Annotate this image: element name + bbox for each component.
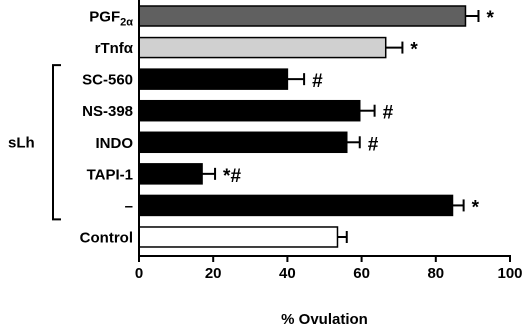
x-tick-label: 40 <box>279 265 296 282</box>
category-label: PGF2α <box>89 9 133 29</box>
significance-marker: # <box>368 134 379 155</box>
category-label: Control <box>80 229 133 246</box>
x-axis-title: % Ovulation <box>281 311 368 328</box>
x-tick-label: 100 <box>497 265 522 282</box>
bar <box>138 131 348 154</box>
significance-marker: *# <box>223 166 241 187</box>
category-label: SC-560 <box>82 72 133 89</box>
bar <box>138 68 289 90</box>
significance-marker: * <box>486 8 494 29</box>
x-tick-label: 80 <box>427 265 444 282</box>
group-label: sLh <box>8 134 35 151</box>
category-label: TAPI-1 <box>87 166 133 183</box>
bar <box>138 5 467 27</box>
category-labels: PGF2α rTnfα SC-560 NS-398 INDO TAPI-1 – Control <box>80 9 134 247</box>
bar <box>138 163 203 185</box>
bars-layer: **###*#* <box>138 5 494 248</box>
group-bracket-line <box>52 64 61 221</box>
x-tick-label: 20 <box>205 265 222 282</box>
significance-marker: * <box>410 40 418 61</box>
category-label: rTnfα <box>95 40 134 57</box>
significance-marker: # <box>312 71 323 92</box>
bar <box>138 194 454 217</box>
bar <box>138 99 361 122</box>
category-label: – <box>125 198 133 215</box>
bar <box>138 226 339 248</box>
bar <box>138 36 387 59</box>
x-tick-label: 0 <box>135 265 143 282</box>
significance-marker: * <box>472 197 480 218</box>
x-axis: 0 20 40 60 80 100 <box>135 0 523 282</box>
x-tick-label: 60 <box>353 265 370 282</box>
category-label: NS-398 <box>82 103 133 120</box>
category-label: INDO <box>96 135 134 152</box>
significance-marker: # <box>383 103 394 124</box>
group-bracket: sLh <box>8 64 61 221</box>
